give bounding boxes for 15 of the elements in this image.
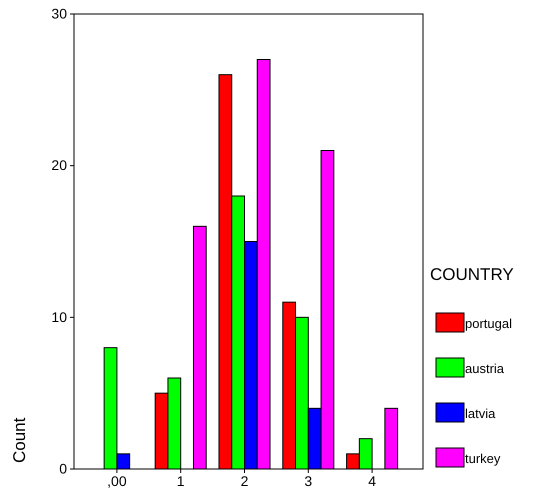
y-tick-label: 0 — [59, 460, 68, 476]
x-tick-label: 2 — [240, 472, 249, 489]
legend-label: austria — [465, 361, 505, 376]
x-tick-label: ,00 — [107, 472, 127, 489]
y-tick-label: 10 — [51, 308, 68, 325]
legend-label: latvia — [465, 406, 496, 421]
legend-label: portugal — [465, 316, 512, 331]
legend-title: COUNTRY — [430, 265, 514, 284]
y-tick-label: 20 — [51, 157, 68, 174]
x-tick-label: 4 — [368, 472, 376, 489]
x-tick-label: 1 — [176, 472, 185, 489]
legend-label: turkey — [465, 451, 501, 466]
y-axis-title: Count — [10, 417, 29, 463]
y-tick-label: 30 — [51, 5, 68, 22]
x-tick-label: 3 — [304, 472, 312, 489]
